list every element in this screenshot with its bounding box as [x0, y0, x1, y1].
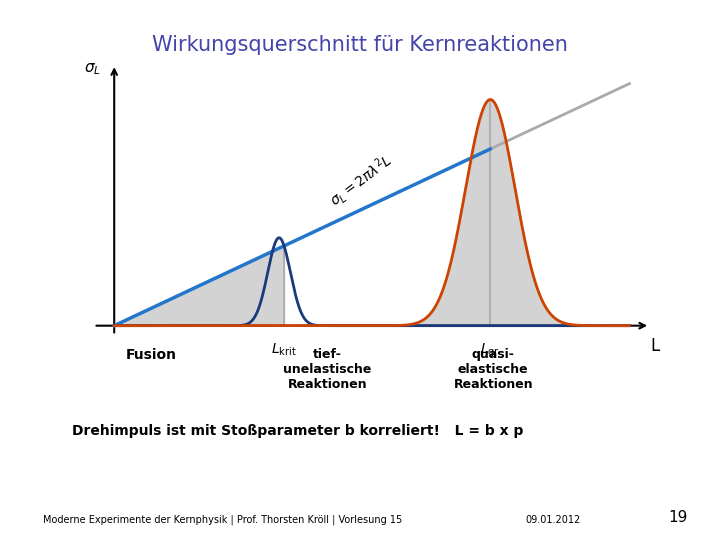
- Text: L: L: [651, 336, 660, 355]
- Text: Drehimpuls ist mit Stoßparameter b korreliert!   L = b x p: Drehimpuls ist mit Stoßparameter b korre…: [72, 424, 523, 438]
- Text: $L_{\rm krit}$: $L_{\rm krit}$: [271, 341, 297, 358]
- Text: Moderne Experimente der Kernphysik | Prof. Thorsten Kröll | Vorlesung 15: Moderne Experimente der Kernphysik | Pro…: [43, 515, 402, 525]
- Text: 09.01.2012: 09.01.2012: [526, 515, 581, 525]
- Text: Wirkungsquerschnitt für Kernreaktionen: Wirkungsquerschnitt für Kernreaktionen: [152, 35, 568, 55]
- Text: $L_{\rm gr}$: $L_{\rm gr}$: [480, 341, 500, 360]
- Text: tief-
unelastische
Reaktionen: tief- unelastische Reaktionen: [284, 348, 372, 392]
- Text: $\sigma_L$: $\sigma_L$: [84, 61, 102, 77]
- Text: $\sigma_L = 2\pi\lambda^2 L$: $\sigma_L = 2\pi\lambda^2 L$: [326, 150, 397, 211]
- Text: quasi-
elastische
Reaktionen: quasi- elastische Reaktionen: [454, 348, 533, 392]
- Text: Fusion: Fusion: [126, 348, 176, 362]
- Text: 19: 19: [668, 510, 688, 525]
